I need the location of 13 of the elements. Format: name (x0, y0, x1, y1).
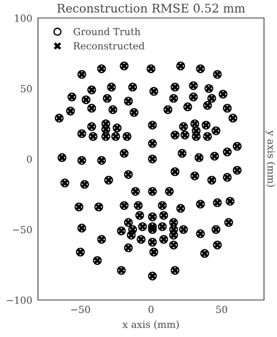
y-tick-label: 50 (20, 84, 32, 92)
y-axis-title: y axis (mm) (266, 130, 276, 187)
x-tick-label: 50 (216, 306, 228, 314)
y-tick-label: −100 (6, 296, 32, 304)
x-tick-label: 0 (148, 306, 154, 314)
legend-label: Reconstructed (74, 42, 144, 50)
y-tick-label: −50 (12, 226, 32, 234)
x-tick-label: −50 (71, 306, 90, 314)
legend-label: Ground Truth (74, 28, 140, 36)
chart-title: Reconstruction RMSE 0.52 mm (57, 4, 246, 13)
y-tick-label: 0 (26, 155, 32, 163)
y-tick-label: 100 (15, 14, 32, 22)
x-axis-title: x axis (mm) (122, 320, 179, 330)
